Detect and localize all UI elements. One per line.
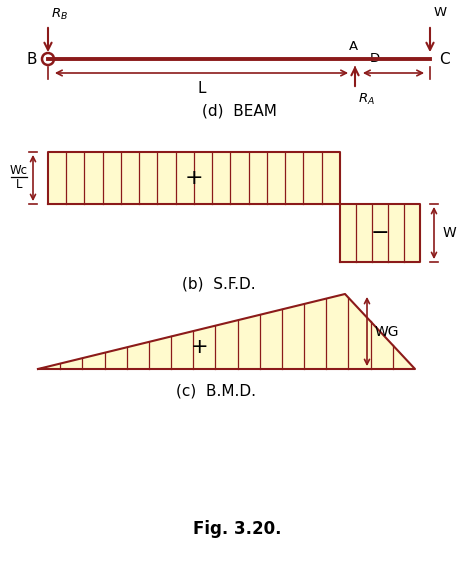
Text: D: D [370, 52, 380, 65]
Text: A: A [348, 39, 357, 52]
Polygon shape [38, 294, 415, 369]
Text: (b)  S.F.D.: (b) S.F.D. [182, 276, 256, 292]
Text: W: W [442, 226, 456, 240]
Text: $R_B$: $R_B$ [51, 6, 68, 21]
Text: −: − [371, 223, 389, 243]
Polygon shape [340, 204, 420, 262]
Text: +: + [191, 337, 208, 357]
Text: L: L [197, 81, 206, 96]
Text: $R_A$: $R_A$ [358, 91, 375, 107]
Text: L: L [16, 178, 22, 192]
Text: B: B [27, 51, 37, 67]
Text: (d)  BEAM: (d) BEAM [201, 104, 276, 118]
Text: W: W [434, 7, 447, 20]
Text: WG: WG [375, 324, 399, 338]
Text: +: + [185, 168, 203, 188]
Text: (c)  B.M.D.: (c) B.M.D. [176, 384, 256, 399]
Polygon shape [48, 152, 340, 204]
Text: Wc: Wc [10, 165, 28, 178]
Text: C: C [439, 51, 449, 67]
Text: Fig. 3.20.: Fig. 3.20. [193, 520, 281, 538]
